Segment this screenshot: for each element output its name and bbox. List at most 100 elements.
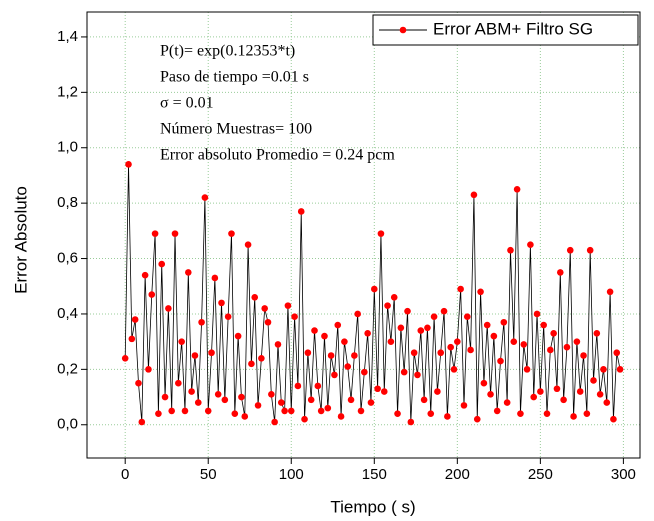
data-point <box>201 194 209 201</box>
data-point <box>616 366 624 373</box>
data-point <box>334 321 342 329</box>
annotation: Número Muestras= 100 <box>160 121 312 138</box>
x-tick-label: 300 <box>611 466 636 483</box>
legend-marker <box>399 26 407 34</box>
data-point <box>367 399 375 406</box>
data-point <box>547 346 554 354</box>
data-point <box>244 241 252 248</box>
data-point <box>593 330 601 337</box>
x-tick-label: 150 <box>362 466 387 483</box>
y-tick-label: 0,4 <box>57 305 78 322</box>
data-point <box>457 285 464 293</box>
data-point <box>168 407 175 415</box>
data-point <box>254 402 262 409</box>
data-point <box>397 324 405 332</box>
data-point <box>556 269 564 276</box>
data-point <box>470 191 478 199</box>
data-point <box>513 185 521 193</box>
y-tick-label: 0,2 <box>57 360 78 377</box>
data-point <box>410 349 418 357</box>
data-point <box>364 330 371 337</box>
data-point <box>211 274 219 282</box>
data-point <box>417 327 425 334</box>
data-point <box>297 208 305 215</box>
data-point <box>135 379 142 387</box>
data-point <box>248 360 255 368</box>
data-point <box>287 407 295 415</box>
data-point <box>580 352 587 359</box>
data-point <box>480 379 488 387</box>
data-point <box>354 310 361 318</box>
data-point <box>138 418 146 426</box>
data-point <box>341 338 348 345</box>
data-point <box>224 313 232 321</box>
data-point <box>400 368 408 376</box>
data-point <box>424 324 431 332</box>
annotation: Paso de tiempo =0.01 s <box>160 69 309 86</box>
data-point <box>261 305 268 312</box>
data-point <box>291 313 298 321</box>
data-point <box>145 366 152 373</box>
data-point <box>264 318 272 326</box>
data-point <box>454 338 461 345</box>
data-point <box>553 385 561 393</box>
x-tick-label: 50 <box>200 466 217 483</box>
data-point <box>543 410 551 417</box>
data-point <box>380 388 388 395</box>
y-tick-label: 0,0 <box>57 416 78 433</box>
data-point <box>603 399 611 406</box>
data-point <box>573 338 581 345</box>
data-point <box>277 399 285 406</box>
data-point <box>155 410 162 417</box>
data-point <box>347 396 355 404</box>
data-point <box>527 241 534 248</box>
data-point <box>586 246 594 254</box>
annotation: Error absoluto Promedio = 0.24 pcm <box>160 147 395 164</box>
legend-label: Error ABM+ Filtro SG <box>433 19 593 38</box>
data-point <box>128 335 136 343</box>
data-point <box>510 338 518 345</box>
plot-frame <box>86 11 641 459</box>
data-point <box>537 388 544 395</box>
data-point <box>507 246 514 254</box>
data-point <box>377 230 385 237</box>
data-point <box>204 407 212 415</box>
data-point <box>311 327 318 334</box>
data-point <box>487 390 494 398</box>
data-point <box>351 352 358 359</box>
data-point <box>307 396 315 404</box>
data-point <box>301 415 308 423</box>
data-point <box>414 371 421 379</box>
data-point <box>175 379 182 387</box>
data-point <box>148 291 156 298</box>
x-tick-label: 250 <box>528 466 553 483</box>
data-point <box>294 382 302 390</box>
data-point <box>530 393 538 401</box>
data-point <box>304 349 312 357</box>
data-point <box>221 396 229 404</box>
data-point <box>606 288 614 296</box>
data-point <box>188 388 195 395</box>
data-point <box>228 230 235 237</box>
data-point <box>497 357 504 365</box>
data-point <box>258 354 265 362</box>
data-point <box>613 349 621 357</box>
data-point <box>158 260 166 268</box>
data-point <box>560 396 567 404</box>
data-point <box>284 302 292 309</box>
data-point <box>161 393 169 401</box>
data-point <box>610 415 617 423</box>
data-point <box>165 305 172 312</box>
data-point <box>570 413 577 420</box>
data-point <box>357 407 365 415</box>
data-point <box>540 321 547 329</box>
data-point <box>394 410 401 417</box>
data-point <box>194 399 202 406</box>
data-point <box>208 349 215 357</box>
x-tick-label: 200 <box>445 466 470 483</box>
data-point <box>324 404 332 412</box>
data-point <box>550 330 557 337</box>
data-point <box>281 407 288 415</box>
data-point <box>185 269 192 276</box>
